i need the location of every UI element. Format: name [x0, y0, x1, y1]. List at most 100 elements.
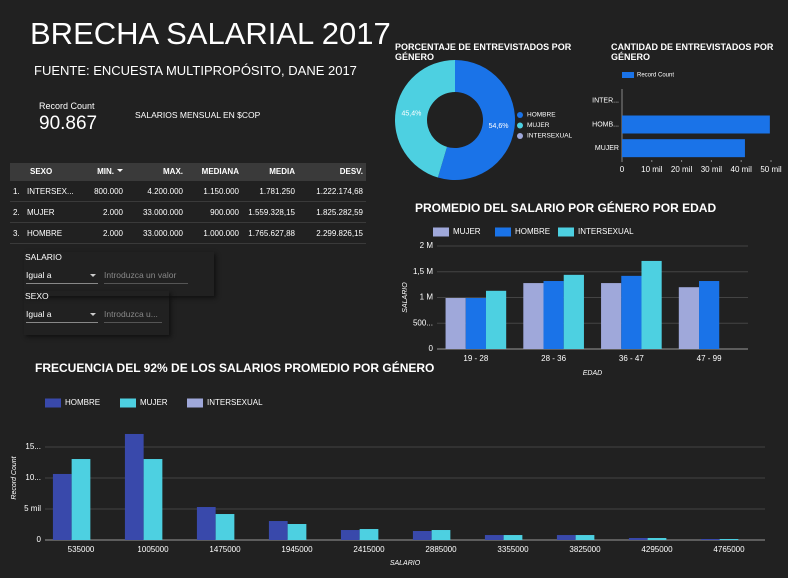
bar	[71, 459, 91, 540]
legend-dot	[517, 133, 523, 139]
legend-label: HOMBRE	[515, 227, 550, 236]
bar	[523, 283, 544, 349]
y-tick-label: 500...	[413, 318, 433, 327]
legend-label: INTERSEXUAL	[207, 398, 263, 407]
y-tick-label: 1 M	[420, 293, 434, 302]
table-cell: 2.299.826,15	[316, 228, 363, 238]
y-tick-label: 10...	[25, 473, 41, 482]
slice-label: 54,6%	[489, 123, 509, 130]
legend-label: INTERSEXUAL	[527, 133, 573, 140]
bar	[575, 535, 595, 540]
bar	[601, 283, 622, 349]
bar	[543, 281, 564, 349]
legend-label: MUJER	[140, 398, 168, 407]
table-cell: 2.	[13, 207, 20, 217]
table-cell: 33.000.000	[142, 207, 183, 217]
bar	[503, 535, 523, 540]
legend-swatch	[558, 227, 574, 237]
filter-operator[interactable]: Igual a	[26, 309, 98, 323]
table-cell: 2.000	[102, 207, 123, 217]
table-cell: 1.	[13, 186, 20, 196]
y-axis-title: Record Count	[11, 455, 18, 499]
legend-swatch	[622, 72, 634, 78]
table-cell: 1.825.282,59	[316, 207, 363, 217]
filter-input[interactable]: Introduzca un valor	[104, 270, 188, 284]
x-tick-label: 47 - 99	[697, 354, 722, 363]
chart-title: FRECUENCIA DEL 92% DE LOS SALARIOS PROME…	[35, 361, 435, 375]
column-header: MAX.	[163, 167, 183, 176]
x-tick-label: 50 mil	[760, 165, 782, 174]
bar	[622, 139, 745, 158]
legend-label: MUJER	[527, 122, 550, 129]
bar	[719, 539, 739, 540]
bar	[622, 115, 770, 134]
bar	[700, 539, 720, 540]
pie-slice	[394, 60, 455, 178]
column-header[interactable]: MIN.	[76, 167, 126, 176]
table-cell: 3.	[13, 228, 20, 238]
chart-title: PROMEDIO DEL SALARIO POR GÉNERO POR EDAD	[415, 201, 717, 215]
x-axis-title: SALARIO	[390, 560, 421, 567]
table-row: 3. HOMBRE 2.000 33.000.000 1.000.000 1.765.62…	[10, 223, 366, 244]
x-tick-label: 1945000	[281, 545, 313, 554]
bar	[124, 433, 144, 540]
filter-label: SEXO	[25, 291, 49, 301]
table-cell: 1.222.174,68	[316, 186, 363, 196]
bar	[287, 524, 307, 540]
legend-label: Record Count	[637, 73, 674, 79]
x-tick-label: 28 - 36	[541, 354, 566, 363]
table-cell: 33.000.000	[142, 228, 183, 238]
y-tick-label: 0	[37, 535, 42, 544]
bar	[485, 290, 507, 349]
slice-label: 45,4%	[402, 111, 422, 118]
x-tick-label: 2885000	[425, 545, 457, 554]
legend-label: MUJER	[453, 227, 481, 236]
bar	[143, 459, 163, 540]
legend-swatch	[187, 398, 203, 408]
table-cell: 1.765.627,88	[248, 228, 295, 238]
table-row: 2. MUJER 2.000 33.000.000 900.000 1.559.328,1…	[10, 202, 366, 223]
legend-label: INTERSEXUAL	[578, 227, 634, 236]
filter-operator[interactable]: Igual a	[26, 270, 98, 284]
note: SALARIOS MENSUAL EN $COP	[135, 110, 261, 120]
legend-dot	[517, 122, 523, 129]
scorecard-label: Record Count	[39, 101, 95, 111]
x-tick-label: 3355000	[497, 545, 529, 554]
chart-title: PORCENTAJE DE ENTREVISTADOS POR GÉNERO	[395, 42, 572, 62]
table-cell: 1.781.250	[259, 186, 295, 196]
bar	[641, 260, 662, 349]
column-header: MEDIA	[269, 167, 295, 176]
sort-arrow[interactable]	[117, 169, 123, 175]
legend-swatch	[495, 227, 511, 237]
filter-label: SALARIO	[25, 252, 62, 262]
bar	[215, 514, 235, 540]
filter-input[interactable]: Introduzca u...	[104, 309, 162, 323]
y-tick-label: 0	[429, 344, 434, 353]
table-cell: 2.000	[102, 228, 123, 238]
page-title: BRECHA SALARIAL 2017	[30, 16, 391, 51]
y-tick-label: MUJER	[595, 145, 619, 152]
x-tick-label: 10 mil	[641, 165, 663, 174]
y-tick-label: 1,5 M	[413, 267, 433, 276]
column-header: MEDIANA	[201, 167, 239, 176]
bar	[628, 538, 648, 540]
x-tick-label: 19 - 28	[463, 354, 488, 363]
legend-label: HOMBRE	[527, 112, 556, 119]
bar	[556, 535, 576, 540]
x-tick-label: 40 mil	[731, 165, 753, 174]
x-tick-label: 36 - 47	[619, 354, 644, 363]
bar	[465, 298, 486, 349]
filter: SALARIO Igual a Introduzca un valor	[24, 252, 214, 296]
legend-swatch	[433, 227, 449, 237]
y-tick-label: INTER...	[592, 98, 619, 105]
bar	[431, 530, 451, 540]
bar	[563, 274, 584, 349]
legend-swatch	[45, 398, 61, 408]
filter: SEXO Igual a Introduzca u...	[24, 291, 169, 335]
table-cell: 1.150.000	[203, 186, 239, 196]
x-tick-label: 2415000	[353, 545, 385, 554]
y-tick-label: 5 mil	[24, 504, 41, 513]
table-cell: 1.559.328,15	[248, 207, 295, 217]
